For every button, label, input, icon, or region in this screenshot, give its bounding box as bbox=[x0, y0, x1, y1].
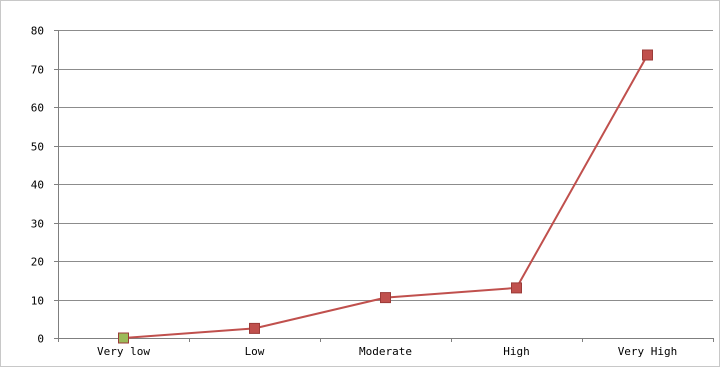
y-tick-label-40: 40 bbox=[31, 179, 44, 192]
x-tick-label-very-high: Very High bbox=[618, 345, 678, 358]
data-point-low bbox=[249, 322, 260, 334]
y-tick-label-70: 70 bbox=[31, 64, 44, 77]
y-tick-label-30: 30 bbox=[31, 218, 44, 231]
data-point-very-high bbox=[642, 49, 653, 61]
data-point-high bbox=[511, 282, 522, 294]
x-tick-labels: Very low Low Moderate High Very High bbox=[97, 345, 677, 358]
data-point-very-low bbox=[118, 332, 129, 344]
x-tick-label-low: Low bbox=[245, 345, 265, 358]
y-tick-label-10: 10 bbox=[31, 295, 44, 308]
axes bbox=[54, 30, 714, 342]
y-tick-labels: 0 10 20 30 40 50 60 70 80 bbox=[31, 25, 44, 346]
y-tick-label-20: 20 bbox=[31, 256, 44, 269]
x-tick-label-high: High bbox=[503, 345, 530, 358]
y-tick-label-50: 50 bbox=[31, 141, 44, 154]
gridlines bbox=[58, 30, 713, 301]
y-tick-label-0: 0 bbox=[37, 333, 44, 346]
y-tick-label-80: 80 bbox=[31, 25, 44, 38]
x-tick-label-very-low: Very low bbox=[97, 345, 150, 358]
y-tick-label-60: 60 bbox=[31, 102, 44, 115]
data-markers bbox=[118, 49, 653, 344]
data-point-moderate bbox=[380, 292, 391, 304]
x-tick-label-moderate: Moderate bbox=[359, 345, 412, 358]
